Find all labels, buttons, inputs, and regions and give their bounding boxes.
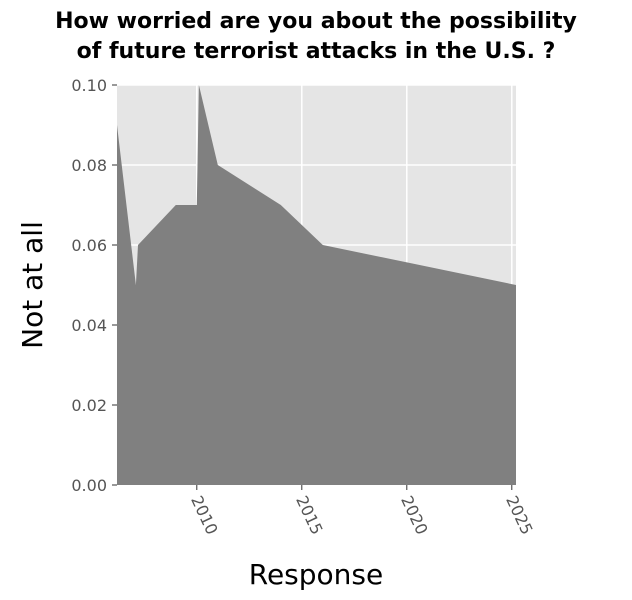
y-tick-label: 0.06 bbox=[71, 236, 107, 255]
x-tick-label: 2015 bbox=[292, 493, 326, 538]
chart-title-line-1: How worried are you about the possibilit… bbox=[55, 9, 577, 34]
x-tick-label: 2020 bbox=[397, 493, 431, 538]
y-tick-label: 0.00 bbox=[71, 476, 107, 495]
y-tick-label: 0.08 bbox=[71, 156, 107, 175]
area-series bbox=[117, 85, 516, 485]
x-tick-label: 2010 bbox=[187, 493, 221, 538]
x-axis-label: Response bbox=[249, 558, 383, 591]
x-tick-label: 2025 bbox=[502, 493, 536, 538]
x-axis-ticks: 2010 2015 2020 2025 bbox=[187, 485, 537, 538]
y-tick-label: 0.10 bbox=[71, 76, 107, 95]
y-tick-label: 0.02 bbox=[71, 396, 107, 415]
y-axis-label: Not at all bbox=[16, 221, 49, 349]
chart-title-line-2: of future terrorist attacks in the U.S. … bbox=[77, 39, 556, 64]
y-axis-ticks: 0.00 0.02 0.04 0.06 0.08 0.10 bbox=[71, 76, 117, 495]
y-tick-label: 0.04 bbox=[71, 316, 107, 335]
